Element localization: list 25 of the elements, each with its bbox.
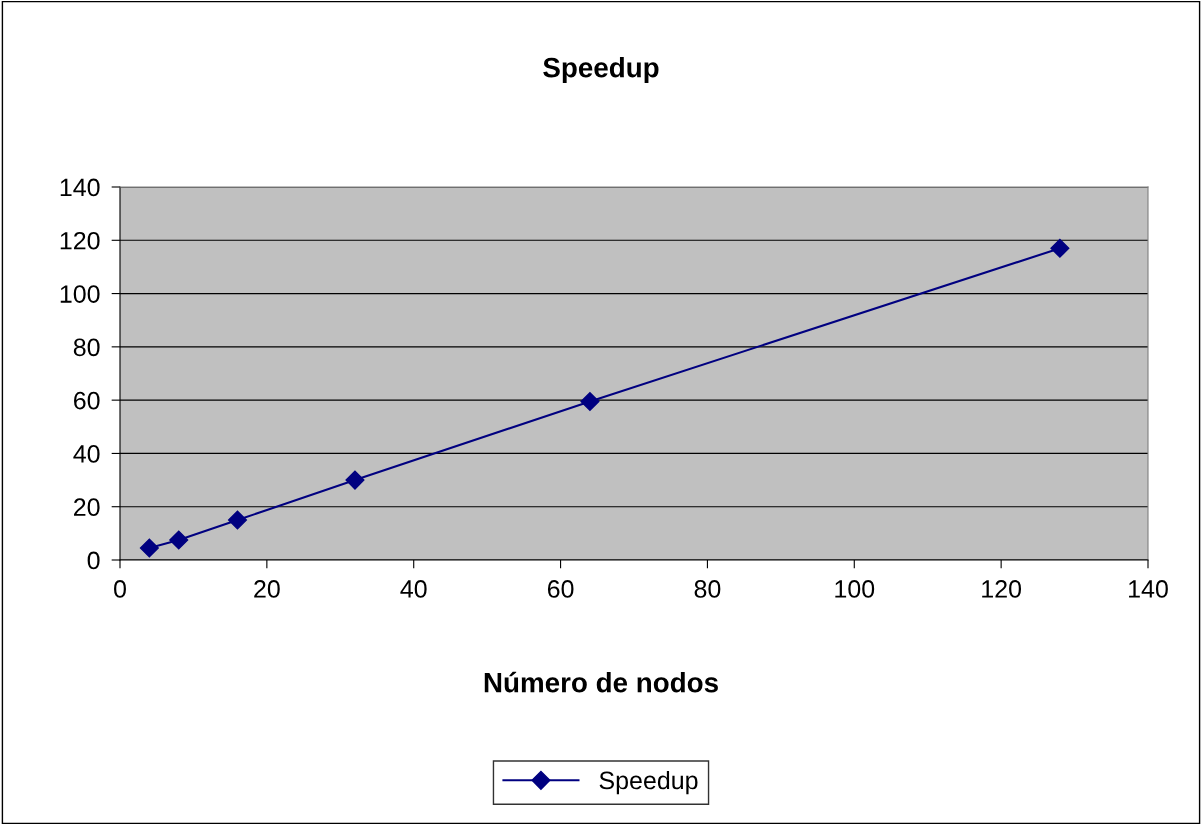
y-tick-label: 100 (60, 285, 100, 303)
point (580, 391, 600, 412)
x-tick-label: 60 (547, 580, 574, 598)
y-tick-label: 0 (87, 551, 100, 570)
x-tick-label: 40 (400, 580, 427, 598)
x-axis-title: Número de nodos (484, 671, 718, 693)
point (1050, 238, 1070, 258)
point (345, 470, 365, 490)
y-tick-label: 80 (73, 338, 100, 357)
chart-title: Speedup (543, 57, 659, 83)
point (169, 530, 189, 550)
legend-label: Speedup (599, 770, 698, 795)
x-tick-label: 20 (254, 580, 280, 598)
x-tick-label: 0 (114, 580, 126, 598)
y-tick-label: 120 (60, 231, 100, 250)
point (139, 538, 159, 558)
x-tick-label: 120 (982, 580, 1022, 598)
y-tick-label: 20 (74, 498, 100, 517)
y-tick-label: 40 (73, 445, 100, 463)
x-tick-label: 140 (1129, 580, 1168, 598)
x-tick-label: 100 (835, 580, 875, 598)
y-tick-label: 60 (74, 391, 100, 410)
y-tick-label: 140 (60, 178, 100, 197)
point (227, 510, 248, 530)
x-tick-label: 80 (694, 580, 721, 598)
